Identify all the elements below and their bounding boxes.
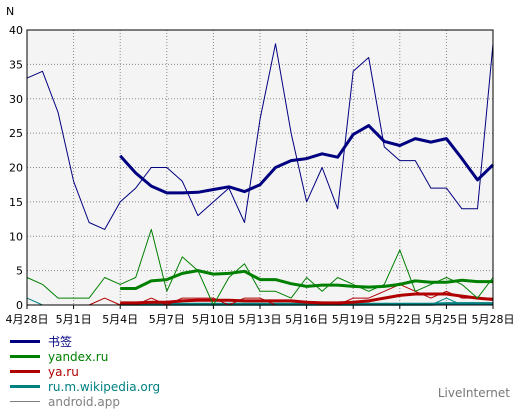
y-tick-label: 35 xyxy=(9,58,23,71)
x-tick-label: 5月13日 xyxy=(239,313,282,326)
series-line-ya-ru-average xyxy=(120,292,494,305)
axes: 0 5 10 15 20 25 30 35 40 4月28日 5月1日 5月4日 5月7日 5月10日 5月… xyxy=(6,5,515,326)
y-tick-label: 10 xyxy=(9,230,23,243)
x-tick-label: 5月10日 xyxy=(192,313,235,326)
y-tick-label: 25 xyxy=(9,127,23,140)
legend-item: 书签 xyxy=(10,334,160,349)
y-tick-label: 5 xyxy=(16,265,23,278)
x-tick-label: 5月22日 xyxy=(378,313,421,326)
x-tick-label: 5月1日 xyxy=(56,313,92,326)
series-line-yandex-ru-average xyxy=(120,269,493,290)
x-tick-label: 5月7日 xyxy=(149,313,185,326)
x-tick-label: 5月16日 xyxy=(285,313,328,326)
x-tick-label: 5月19日 xyxy=(332,313,375,326)
x-tick-label: 4月28日 xyxy=(6,313,49,326)
y-tick-label: 0 xyxy=(16,299,23,312)
series-lines xyxy=(26,43,495,306)
x-tick-label: 5月25日 xyxy=(425,313,468,326)
series-line-bookmarks xyxy=(26,43,494,230)
brand-label: LiveInternet xyxy=(437,386,510,400)
legend-swatch xyxy=(10,385,40,388)
y-tick-label: 40 xyxy=(9,24,23,37)
legend-swatch xyxy=(10,401,40,402)
y-axis-label: N xyxy=(6,5,14,18)
legend-item: ru.m.wikipedia.org xyxy=(10,379,160,394)
series-line-bookmarks-average xyxy=(119,124,495,195)
legend-label: ya.ru xyxy=(48,364,79,379)
legend-label: 书签 xyxy=(48,335,73,349)
x-tick-label: 5月4日 xyxy=(102,313,138,326)
series-line-yandex-ru xyxy=(26,228,494,306)
y-tick-label: 30 xyxy=(9,93,23,106)
legend: 书签 yandex.ru ya.ru ru.m.wikipedia.org androi… xyxy=(10,334,160,409)
legend-swatch xyxy=(10,355,40,358)
series-line-ru-m-wikipedia-org-average xyxy=(120,302,493,306)
y-tick-label: 15 xyxy=(9,196,23,209)
x-tick-label: 5月28日 xyxy=(472,313,515,326)
legend-swatch xyxy=(10,340,40,343)
legend-item: ya.ru xyxy=(10,364,160,379)
y-tick-label: 20 xyxy=(9,162,23,175)
line-chart: 0 5 10 15 20 25 30 35 40 4月28日 5月1日 5月4日 5月7日 5月10日 5月… xyxy=(6,5,515,326)
legend-label: ru.m.wikipedia.org xyxy=(48,379,161,394)
legend-label: android.app xyxy=(48,394,120,409)
legend-swatch xyxy=(10,370,40,373)
legend-item: android.app xyxy=(10,394,160,409)
plot-frame xyxy=(26,29,494,306)
legend-label: yandex.ru xyxy=(48,349,109,364)
legend-item: yandex.ru xyxy=(10,349,160,364)
